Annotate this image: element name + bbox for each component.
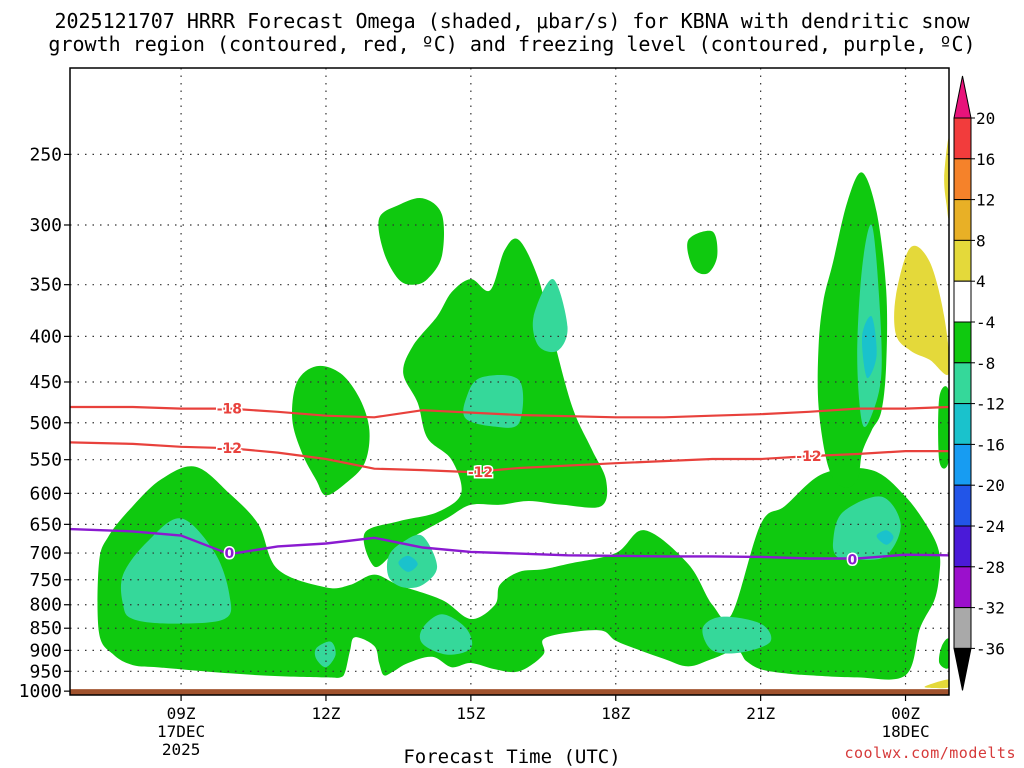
colorbar-label-12: 12 [976, 191, 995, 210]
freezing-level-label-0: 0 [225, 546, 235, 562]
y-axis-ticks: 2503003504004505005506006507007508008509… [19, 144, 70, 702]
x-tick-label-18Z-0: 18Z [601, 704, 630, 723]
chart-title-line-2: growth region (contoured, red, ºC) and f… [48, 32, 976, 56]
colorbar-top-arrow [953, 75, 972, 119]
omega-region--4-7 [938, 638, 949, 669]
colorbar-segment-1 [953, 158, 972, 201]
x-tick-label-09Z-1: 17DEC [157, 722, 205, 741]
y-tick-label-750: 750 [29, 570, 62, 591]
omega-region--8-14 [702, 616, 772, 654]
colorbar-bottom-arrow [953, 647, 972, 691]
omega-shaded-regions [97, 137, 949, 689]
ground-layer [70, 689, 949, 695]
dgz-contour-line-1 [70, 441, 949, 474]
omega-region--8-12 [532, 279, 568, 353]
omega-region--8-13 [314, 641, 336, 668]
colorbar-label--36: -36 [976, 639, 1005, 658]
omega-region--4-4 [687, 230, 718, 275]
dgz-contour-line-0 [70, 405, 949, 419]
dgz-contour-label-1: -12 [217, 441, 242, 457]
colorbar-segment-0 [953, 117, 972, 160]
omega-region-4-22 [924, 679, 949, 689]
y-tick-label-1000: 1000 [19, 681, 62, 702]
y-tick-label-400: 400 [29, 326, 62, 347]
colorbar-label-16: 16 [976, 150, 995, 169]
colorbar-label-8: 8 [976, 231, 986, 250]
y-tick-label-700: 700 [29, 543, 62, 564]
colorbar-segment-4 [953, 280, 972, 323]
omega-region--12-17 [398, 555, 418, 572]
colorbar-segment-3 [953, 239, 972, 282]
colorbar-segment-12 [953, 607, 972, 649]
dgz-contour-label-2: -12 [468, 465, 493, 481]
colorbar: 20 16 12 8 4 -4 -8 -12 -16 -20 -24 -28 -32 -36 [953, 75, 1005, 691]
colorbar-label-4: 4 [976, 272, 986, 291]
colorbar-segment-7 [953, 403, 972, 445]
temperature-contours: -18 -12 -12 -12 0 0 [70, 400, 949, 570]
colorbar-label--20: -20 [976, 476, 1005, 495]
x-tick-label-15Z-0: 15Z [456, 704, 485, 723]
y-tick-label-250: 250 [29, 144, 62, 165]
chart-title-line-1: 2025121707 HRRR Forecast Omega (shaded, … [54, 9, 970, 33]
colorbar-label-20: 20 [976, 109, 995, 128]
colorbar-label--32: -32 [976, 599, 1005, 618]
dgz-contour-label-0: -18 [217, 402, 242, 418]
colorbar-segment-10 [953, 525, 972, 568]
colorbar-label--16: -16 [976, 435, 1005, 454]
colorbar-label--24: -24 [976, 517, 1005, 536]
omega-region--4-3 [378, 197, 445, 285]
colorbar-segment-2 [953, 199, 972, 241]
y-tick-label-950: 950 [29, 661, 62, 682]
x-tick-label-12Z-0: 12Z [312, 704, 341, 723]
colorbar-label--4: -4 [976, 313, 995, 332]
y-tick-label-850: 850 [29, 618, 62, 639]
y-tick-label-350: 350 [29, 275, 62, 296]
x-tick-label-21Z-0: 21Z [746, 704, 775, 723]
omega-region--12-19 [861, 316, 877, 379]
colorbar-segment-9 [953, 484, 972, 527]
y-tick-label-500: 500 [29, 413, 62, 434]
omega-region--8-10 [419, 614, 473, 655]
colorbar-segment-5 [953, 321, 972, 364]
y-tick-label-650: 650 [29, 514, 62, 535]
colorbar-label--8: -8 [976, 354, 995, 373]
omega-region-4-21 [944, 137, 949, 219]
y-tick-label-300: 300 [29, 215, 62, 236]
ground-fill [70, 689, 949, 695]
colorbar-label--12: -12 [976, 395, 1005, 414]
x-tick-label-00Z-0: 00Z [891, 704, 920, 723]
omega-region-4-20 [894, 245, 949, 375]
omega-region--12-18 [876, 530, 894, 545]
y-tick-label-450: 450 [29, 372, 62, 393]
colorbar-segment-6 [953, 362, 972, 405]
credit-text: coolwx.com/modelts [844, 744, 1016, 762]
x-tick-label-00Z-1: 18DEC [881, 722, 929, 741]
dgz-contour-label-3: -12 [796, 449, 821, 465]
y-tick-label-800: 800 [29, 595, 62, 616]
x-tick-label-09Z-2: 2025 [162, 740, 201, 759]
x-tick-label-09Z-0: 09Z [167, 704, 196, 723]
y-tick-label-600: 600 [29, 483, 62, 504]
colorbar-segment-11 [953, 566, 972, 609]
x-axis-label: Forecast Time (UTC) [403, 746, 621, 768]
colorbar-label--28: -28 [976, 558, 1005, 577]
freezing-level-label-1: 0 [848, 553, 858, 569]
y-tick-label-900: 900 [29, 640, 62, 661]
freezing-level-line [70, 527, 949, 560]
y-tick-label-550: 550 [29, 450, 62, 471]
omega-region--8-15 [832, 496, 901, 560]
colorbar-segment-8 [953, 443, 972, 486]
